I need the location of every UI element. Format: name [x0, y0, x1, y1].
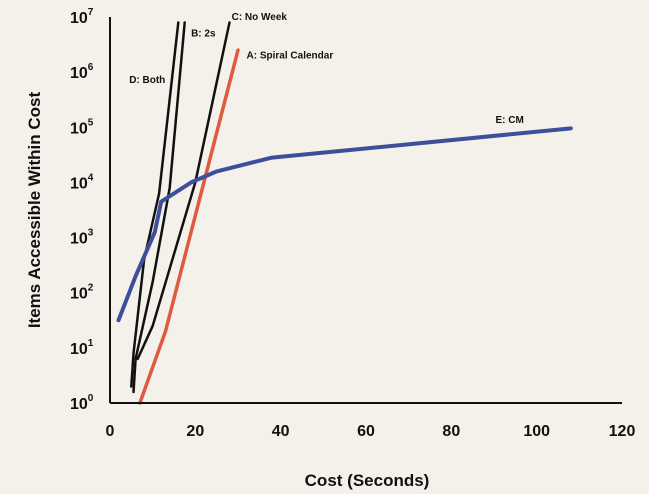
series-label: D: Both: [129, 75, 165, 86]
x-tick-label: 120: [609, 423, 636, 440]
y-tick-label: 103: [70, 228, 94, 248]
series-line: [116, 126, 573, 323]
x-tick-label: 20: [186, 423, 204, 440]
ticks-layer: 0 20 40 60 80 100 120 100 101 102 103 104 105 106 107: [70, 7, 635, 440]
series-line: [138, 48, 240, 405]
x-tick-label: 100: [523, 423, 550, 440]
series-labels-layer: A: Spiral Calendar B: 2s C: No Week D: Both…: [129, 12, 524, 126]
series-label: B: 2s: [191, 28, 216, 39]
series-label: E: CM: [496, 115, 524, 126]
x-tick-label: 80: [442, 423, 460, 440]
series-layer: [116, 21, 573, 405]
x-tick-label: 60: [357, 423, 375, 440]
y-tick-label: 104: [70, 172, 94, 192]
series-label: A: Spiral Calendar: [247, 50, 334, 61]
y-tick-label: 100: [70, 393, 94, 413]
y-tick-label: 107: [70, 7, 94, 27]
y-tick-label: 106: [70, 62, 94, 82]
x-axis-title: Cost (Seconds): [305, 471, 430, 490]
series-label: C: No Week: [232, 12, 288, 23]
x-tick-label: 40: [272, 423, 290, 440]
y-tick-label: 105: [70, 117, 94, 137]
y-tick-label: 101: [70, 338, 94, 358]
y-axis-title: Items Accessible Within Cost: [25, 92, 44, 329]
series-line: [136, 21, 231, 361]
y-tick-label: 102: [70, 283, 94, 303]
series-line: [132, 21, 186, 394]
x-tick-label: 0: [106, 423, 115, 440]
